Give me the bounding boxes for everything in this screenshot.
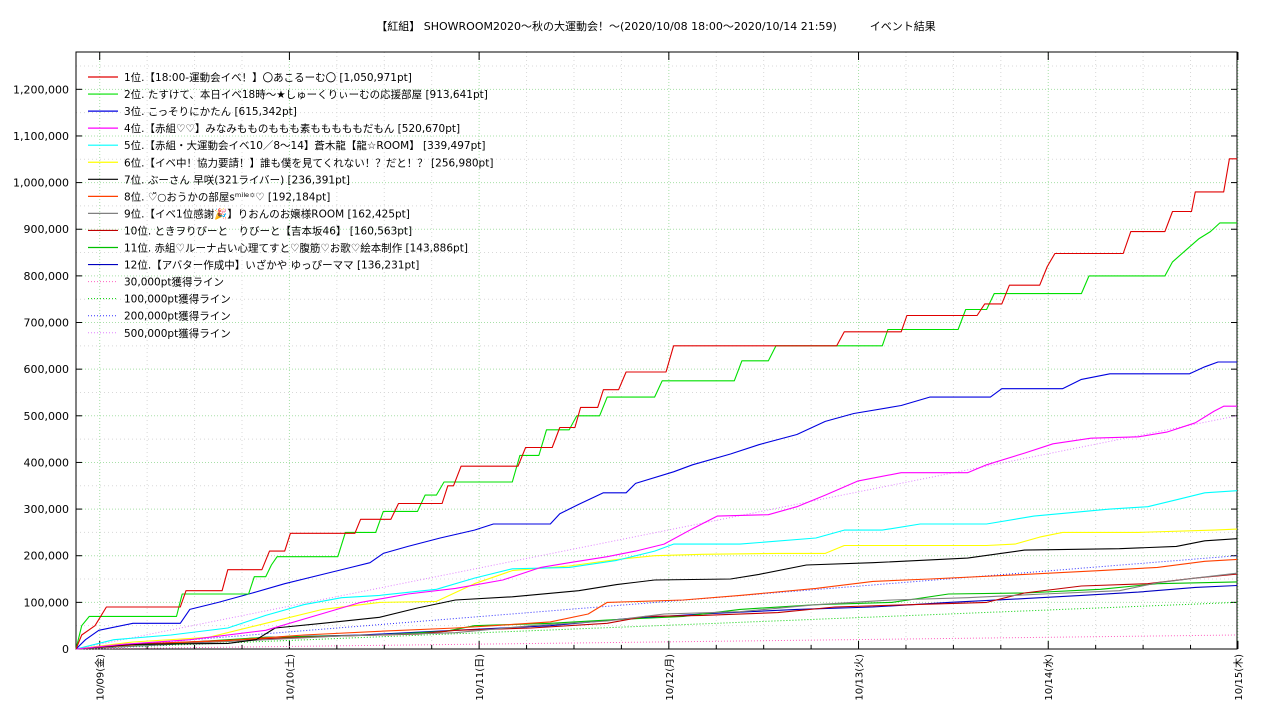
y-tick-label: 600,000 <box>24 363 70 376</box>
plot-frame <box>75 51 1238 650</box>
x-axis: 10/09(金) 10/10(土) 10/11(日) 10/12(月) 10/13(火)… <box>94 52 1245 701</box>
legend-entry: 30,000pt獲得ライン <box>124 276 224 289</box>
y-tick-label: 1,100,000 <box>13 130 69 143</box>
y-tick-label: 500,000 <box>24 410 70 423</box>
legend-entry: 500,000pt獲得ライン <box>124 327 231 340</box>
legend-entry: 3位. こっそりにかたん [615,342pt] <box>124 105 297 118</box>
legend-entry: 6位.【イベ中！協力要請！】誰も僕を見てくれない！？だと！？ [256,980p… <box>124 156 493 169</box>
x-tick-label: 10/12(月) <box>664 654 676 701</box>
series-line <box>75 572 1238 650</box>
legend-entry: 1位.【18:00-運動会イベ！】〇あこるーむ〇 [1,050,971pt] <box>124 71 412 84</box>
legend-entry: 8位. ♡̆̈○おうかの部屋sᵐⁱˡᵉ꙳♡ [192,184pt] <box>124 190 330 203</box>
x-tick-label: 10/15(木) <box>1233 654 1245 701</box>
x-tick-label: 10/09(金) <box>94 654 107 701</box>
legend-entry: 9位.【イベ1位感謝🎉】りおんのお嬢様ROOM [162,425pt] <box>124 207 410 220</box>
legend-entry: 12位.【アバター作成中】いざかや ゆっぴーママ [136,231pt] <box>124 259 419 272</box>
y-tick-label: 100,000 <box>24 596 70 609</box>
legend-entry: 100,000pt獲得ライン <box>124 293 231 306</box>
x-tick-label: 10/11(日) <box>475 654 486 701</box>
legend-entry: 2位. たすけて、本日イベ18時～★しゅーくりぃーむの応援部屋 [913,641… <box>124 88 488 101</box>
x-tick-label: 10/10(土) <box>283 654 296 701</box>
series-line <box>75 222 1237 650</box>
chart-title: 【紅組】 SHOWROOM2020～秋の大運動会！～(2020/10/08 18… <box>376 19 936 33</box>
y-tick-label: 200,000 <box>24 550 70 563</box>
y-tick-label: 400,000 <box>24 456 70 469</box>
series-line <box>75 158 1237 650</box>
x-tick-label: 10/13(火) <box>854 654 866 701</box>
series-line <box>75 555 1238 650</box>
legend-entry: 200,000pt獲得ライン <box>124 310 231 323</box>
series-line <box>75 490 1238 650</box>
y-tick-label: 0 <box>62 643 69 656</box>
series-group <box>75 158 1238 650</box>
grid <box>76 52 1239 649</box>
series-line <box>75 361 1237 650</box>
legend-entry: 7位. ぶーさん 早咲(321ライバー) [236,391pt] <box>124 173 350 186</box>
y-tick-label: 800,000 <box>24 270 70 283</box>
series-line <box>75 528 1238 650</box>
series-line <box>75 558 1238 650</box>
legend-entry: 4位.【赤組♡♡】みなみもものももも素もももももだもん [520,670pt] <box>124 122 460 135</box>
legend-entry: 10位. ときヲりびーと りびーと【吉本坂46】 [160,563pt] <box>124 224 412 237</box>
series-line <box>75 405 1237 650</box>
legend-entry: 5位.【赤組・大運動会イベ10／8～14】蒼木龍【龍☆ROOM】 [339,49… <box>124 139 485 152</box>
x-tick-label: 10/14(水) <box>1043 654 1055 701</box>
y-tick-label: 300,000 <box>24 503 70 516</box>
y-tick-label: 900,000 <box>24 223 70 236</box>
series-line <box>75 538 1238 650</box>
y-axis: 0 100,000 200,000 300,000 400,000 500,000 600,… <box>13 83 1237 656</box>
y-tick-label: 700,000 <box>24 317 70 330</box>
y-tick-label: 1,000,000 <box>13 177 69 190</box>
legend: 1位.【18:00-運動会イベ！】〇あこるーむ〇 [1,050,971pt] 2位… <box>88 71 493 340</box>
legend-entry: 11位. 赤組♡ルーナ占い心理てすと♡腹筋♡お歌♡絵本制作 [143,886pt… <box>124 242 468 255</box>
y-tick-label: 1,200,000 <box>13 83 69 96</box>
